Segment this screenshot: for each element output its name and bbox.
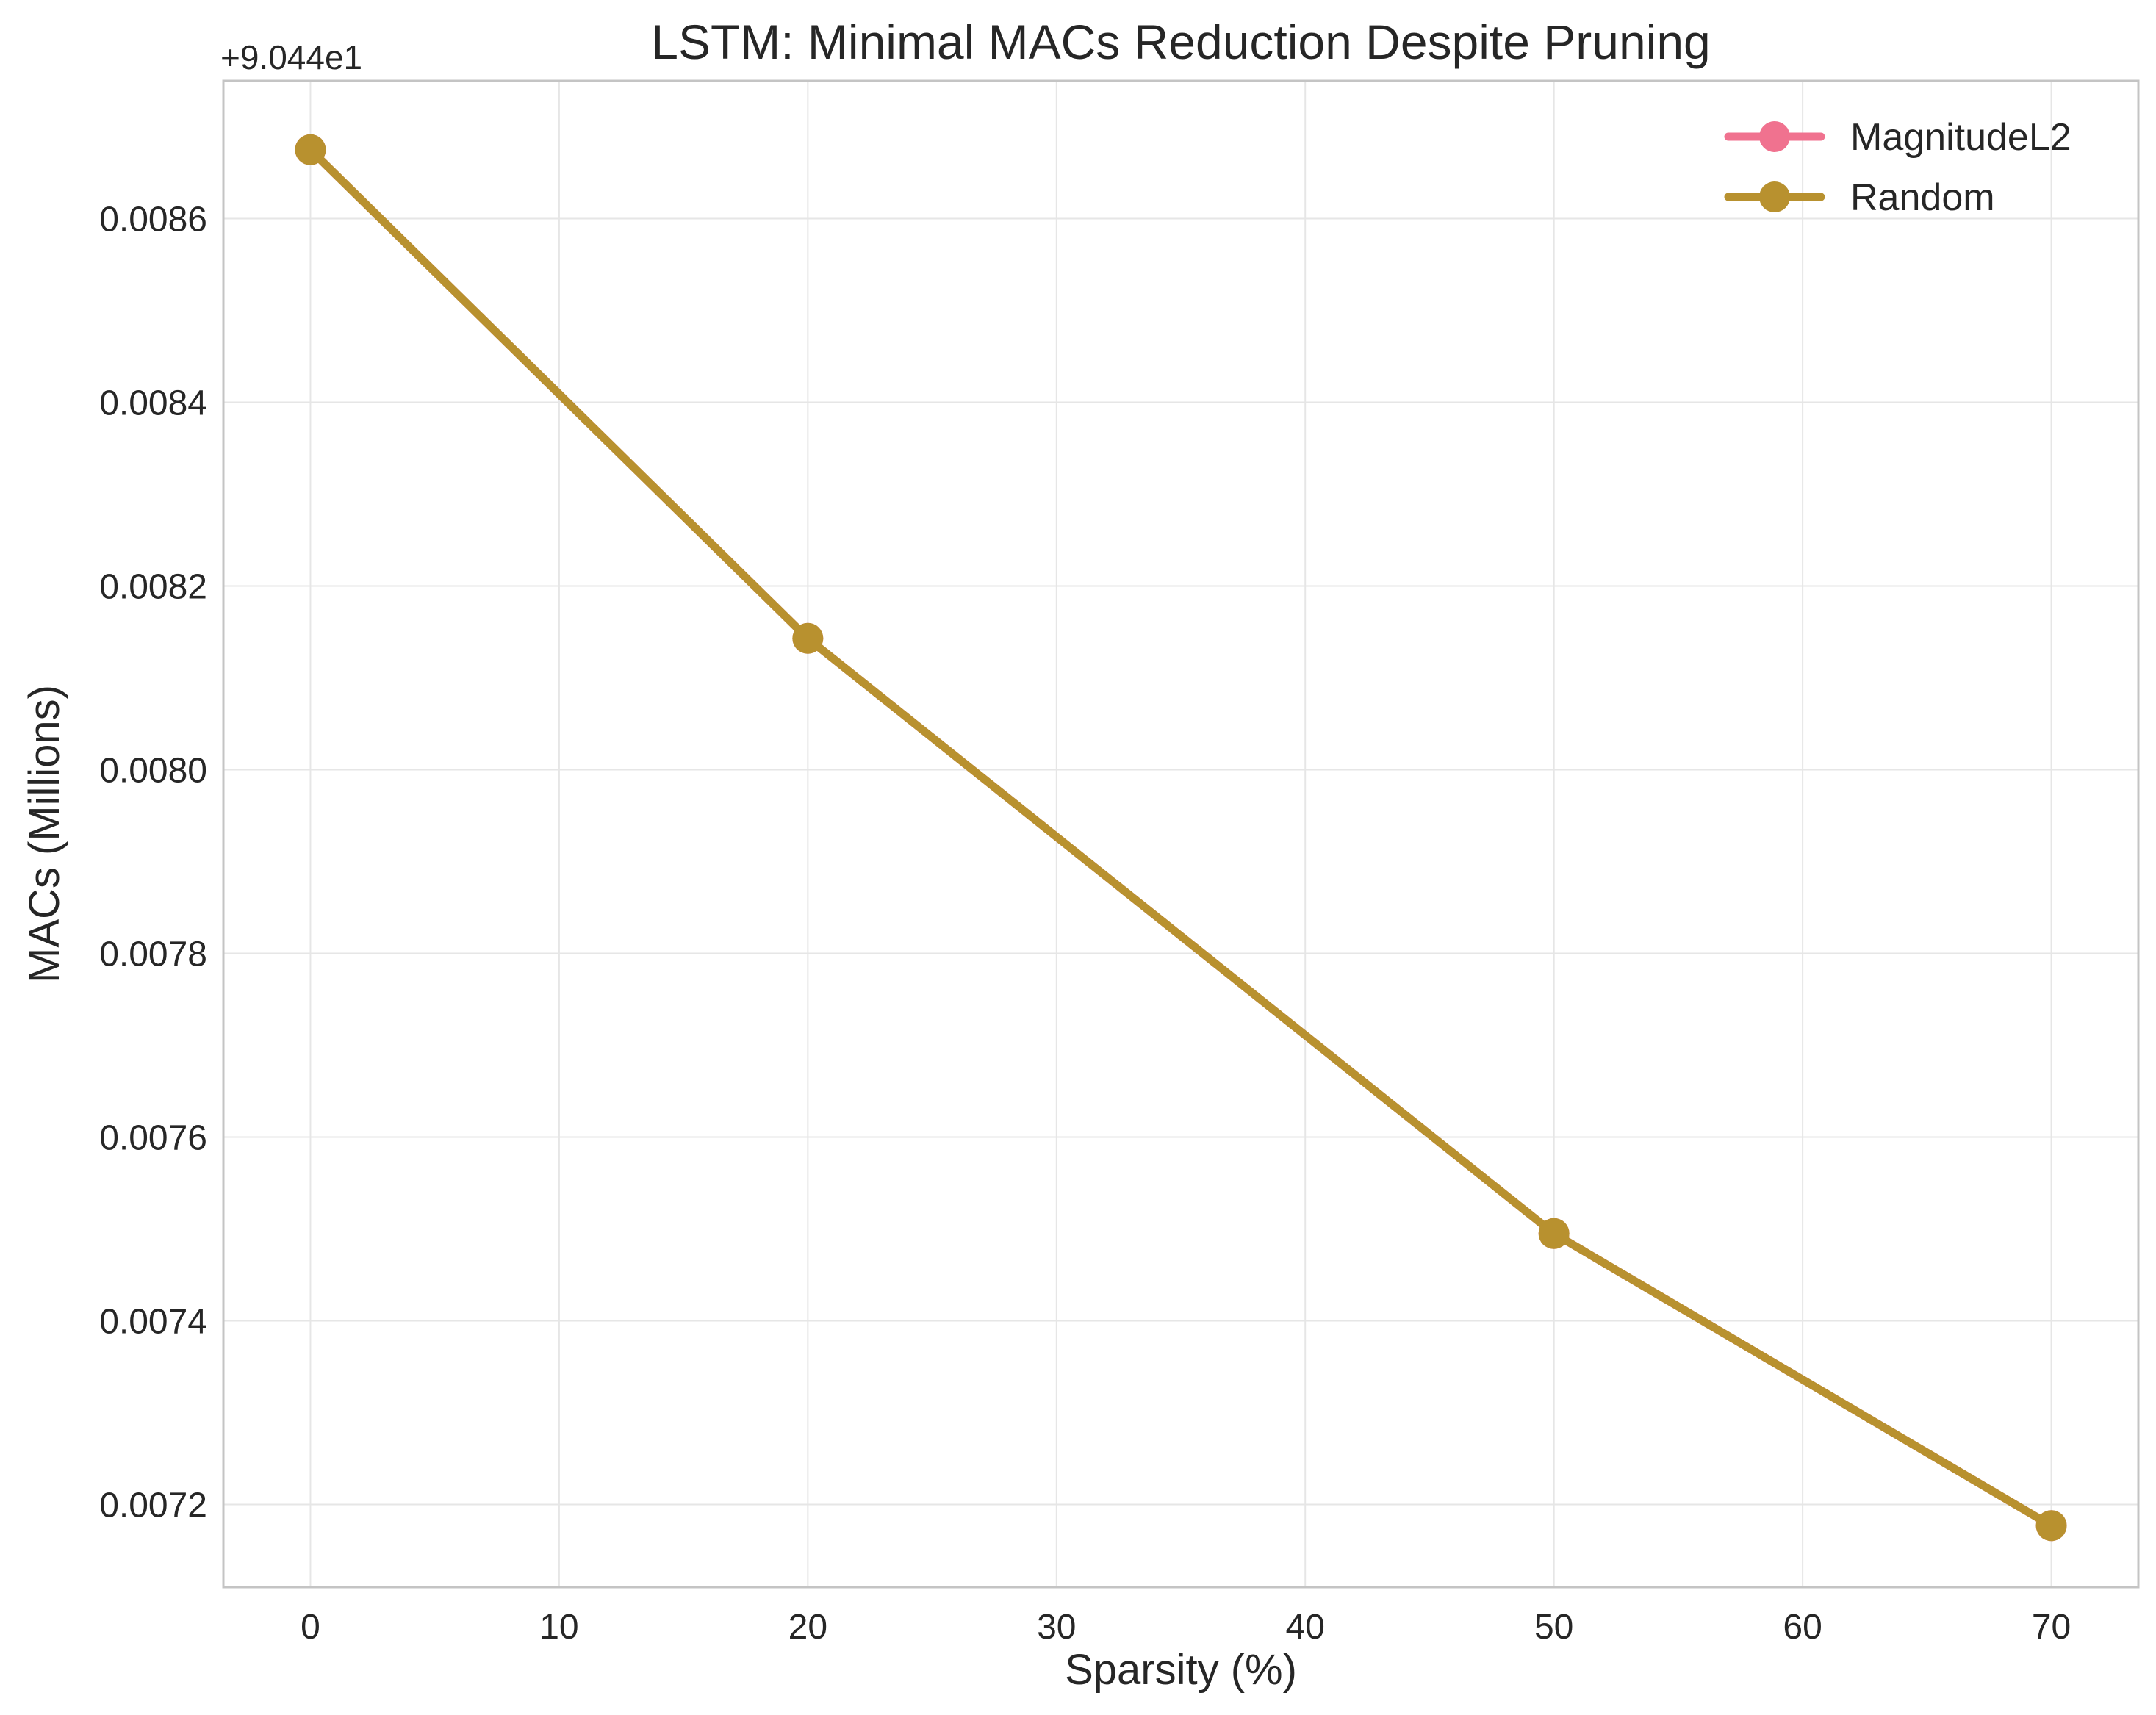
legend-entry-random: Random: [1724, 176, 1995, 219]
legend-label-magnitudel2: MagnitudeL2: [1850, 116, 2071, 159]
y-tick-label: 0.0072: [99, 1486, 207, 1525]
x-tick-label: 30: [1037, 1608, 1076, 1647]
grid-lines: [223, 81, 2138, 1587]
x-tick-label: 0: [301, 1608, 320, 1647]
x-tick-label: 40: [1286, 1608, 1325, 1647]
chart-title: LSTM: Minimal MACs Reduction Despite Pru…: [651, 15, 1711, 69]
y-tick-label: 0.0082: [99, 568, 207, 607]
legend-entry-magnitudel2: MagnitudeL2: [1724, 116, 2071, 159]
x-tick-label: 10: [539, 1608, 578, 1647]
data-point-random: [295, 134, 326, 165]
series-random: [295, 134, 2067, 1542]
y-tick-label: 0.0074: [99, 1303, 207, 1342]
x-tick-label: 50: [1534, 1608, 1573, 1647]
x-tick-label: 60: [1783, 1608, 1822, 1647]
y-tick-label: 0.0080: [99, 752, 207, 791]
x-axis-label: Sparsity (%): [1065, 1646, 1297, 1694]
data-point-random: [1538, 1218, 1570, 1249]
legend-label-random: Random: [1850, 176, 1995, 219]
legend: MagnitudeL2 Random: [1724, 116, 2071, 219]
y-tick-label: 0.0084: [99, 384, 207, 423]
x-tick-label: 70: [2032, 1608, 2071, 1647]
series-line-random: [306, 145, 2055, 1530]
y-axis-label: MACs (Millions): [21, 685, 68, 983]
tick-labels: 0 10 20 30 40 50 60 70 0.0072 0.0074 0.0076 0.0078 0…: [99, 201, 2071, 1647]
y-axis-offset-text: +9.044e1: [220, 38, 362, 76]
x-tick-label: 20: [788, 1608, 827, 1647]
y-tick-label: 0.0078: [99, 935, 207, 974]
series-layer: [295, 134, 2067, 1542]
data-point-random: [792, 622, 824, 654]
y-tick-label: 0.0086: [99, 201, 207, 240]
legend-marker-random: [1759, 181, 1790, 212]
legend-marker-magnitudel2: [1759, 121, 1790, 152]
data-point-random: [2035, 1510, 2067, 1542]
plot-area-frame: [222, 79, 2140, 1589]
y-tick-label: 0.0076: [99, 1119, 207, 1158]
